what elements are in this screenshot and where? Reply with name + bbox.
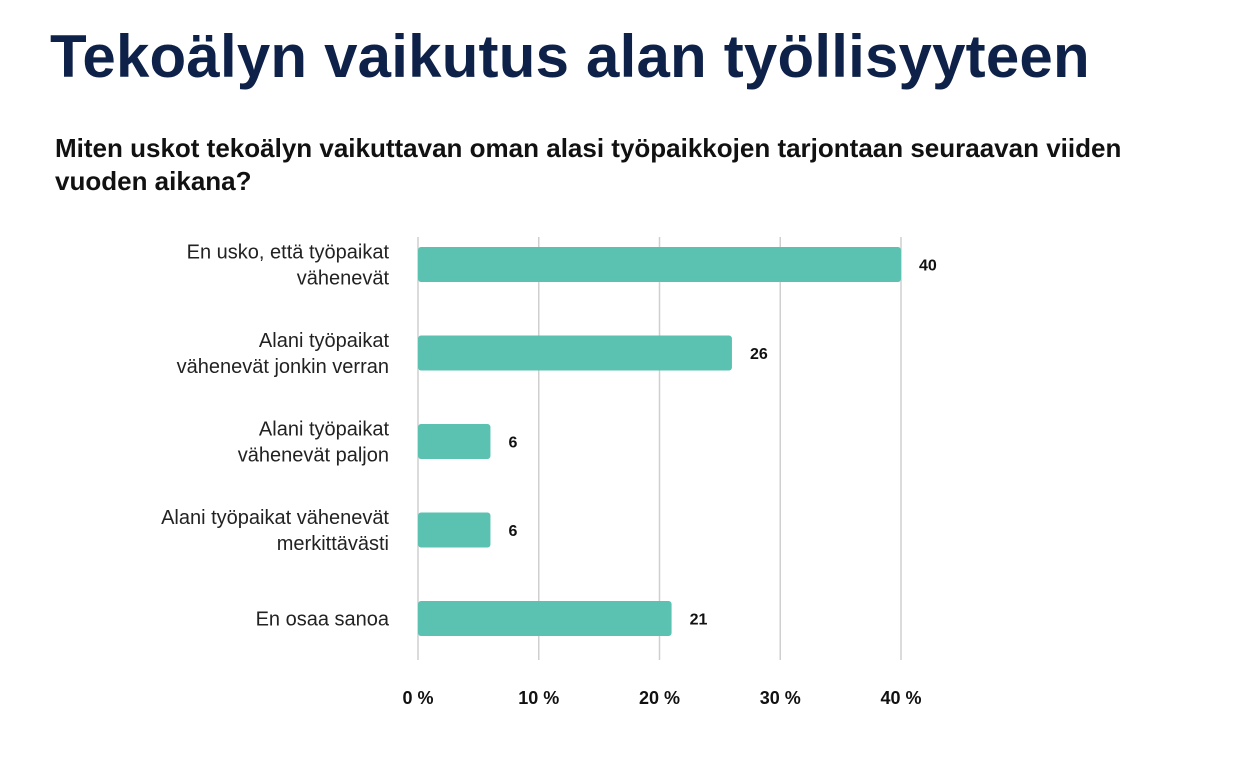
- x-tick-label: 40 %: [880, 688, 921, 708]
- bar: [418, 335, 732, 371]
- category-label: Alani työpaikat vähenevät: [161, 507, 389, 529]
- bar: [418, 424, 491, 459]
- category-label: vähenevät jonkin verran: [177, 356, 389, 378]
- bar: [418, 512, 491, 548]
- data-label: 21: [690, 612, 708, 629]
- chart-subtitle: Miten uskot tekoälyn vaikuttavan oman al…: [55, 133, 1122, 196]
- x-tick-label: 10 %: [518, 688, 559, 708]
- page-title: Tekoälyn vaikutus alan työllisyyteen: [50, 23, 1090, 90]
- category-label: vähenevät paljon: [238, 445, 389, 467]
- category-label: Alani työpaikat: [259, 330, 390, 352]
- category-label: vähenevät: [297, 268, 390, 290]
- category-label: Alani työpaikat: [259, 419, 390, 441]
- x-tick-label: 20 %: [639, 688, 680, 708]
- category-label: En osaa sanoa: [256, 609, 390, 631]
- bar: [418, 247, 901, 282]
- data-label: 6: [508, 435, 517, 452]
- category-label: merkittävästi: [277, 533, 389, 555]
- x-tick-label: 30 %: [760, 688, 801, 708]
- data-label: 6: [508, 523, 517, 540]
- data-label: 40: [919, 258, 937, 275]
- data-label: 26: [750, 346, 768, 363]
- x-tick-label: 0 %: [402, 688, 433, 708]
- bar: [418, 601, 672, 636]
- category-label: En usko, että työpaikat: [187, 242, 390, 264]
